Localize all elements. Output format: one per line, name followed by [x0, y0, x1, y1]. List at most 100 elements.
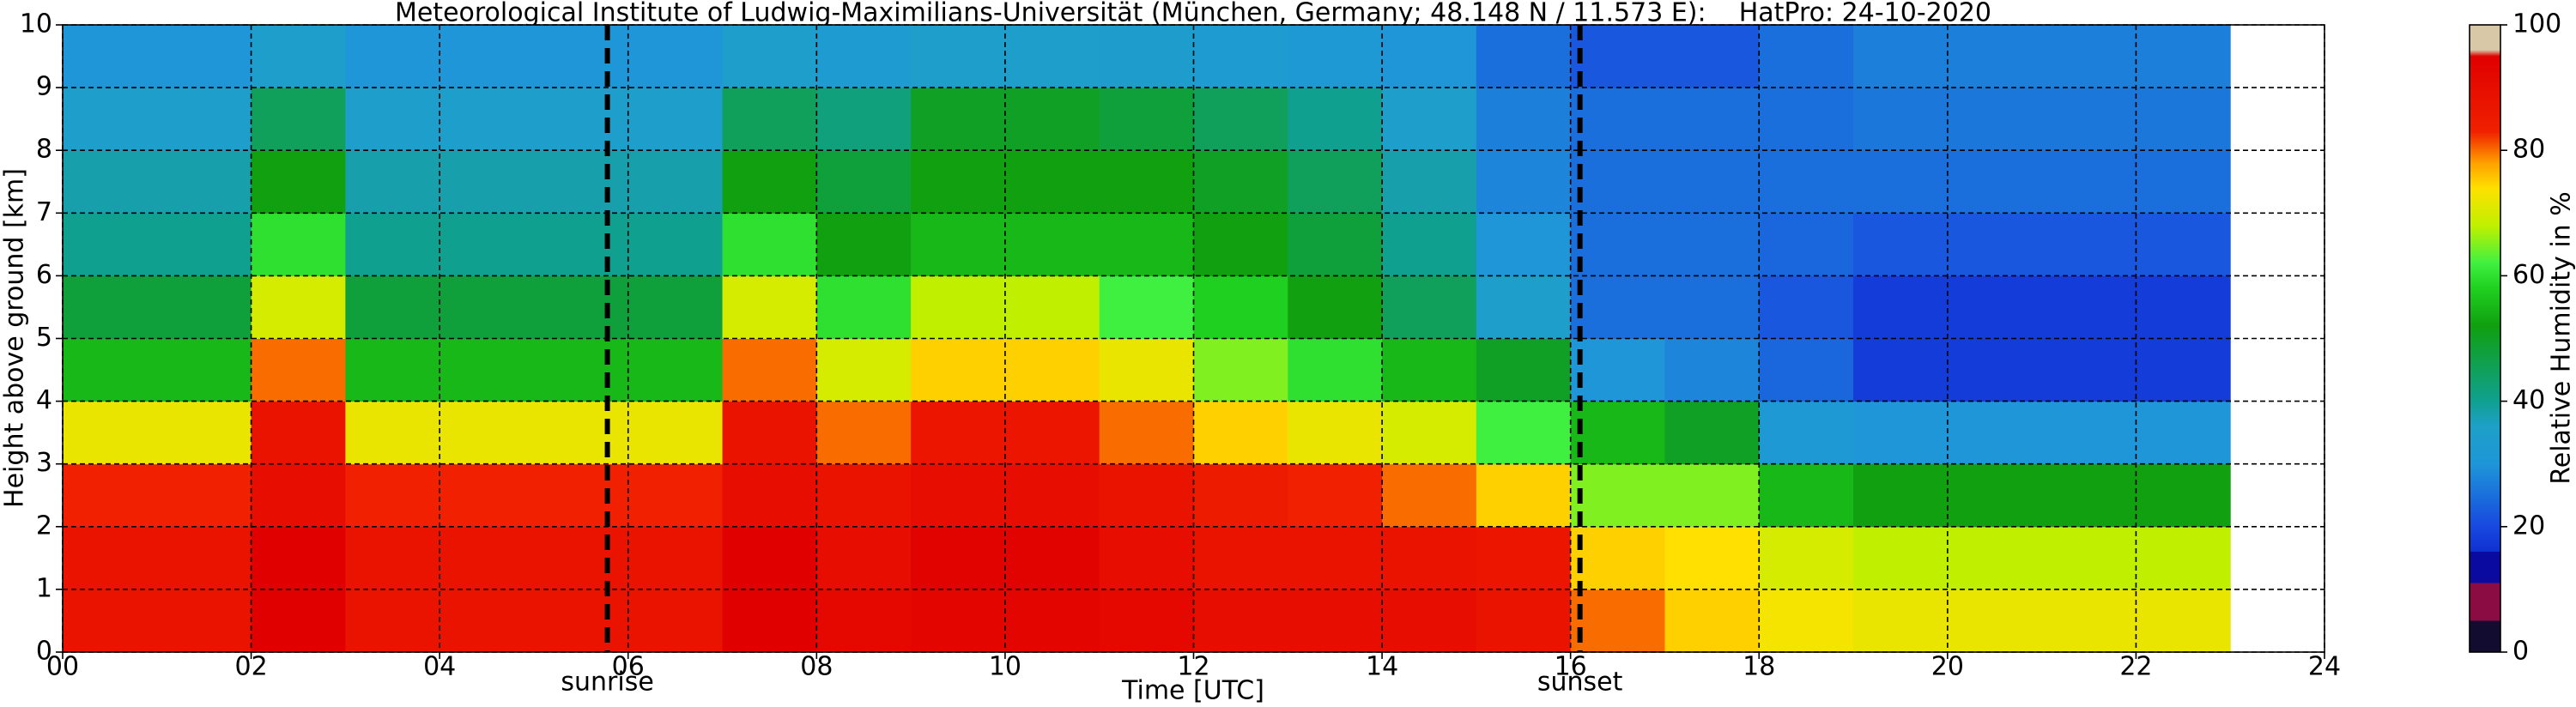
- heatmap-cell: [1476, 213, 1572, 276]
- heatmap-cell: [439, 526, 535, 590]
- colorbar-tick-label: 40: [2512, 385, 2545, 415]
- heatmap-cell: [345, 589, 440, 653]
- heatmap-cell: [2136, 213, 2231, 276]
- heatmap-cell: [251, 150, 346, 214]
- heatmap-cell: [1947, 589, 2043, 653]
- heatmap-cell: [722, 463, 817, 528]
- heatmap-cell: [1570, 25, 1665, 88]
- heatmap-cell: [1853, 526, 1949, 590]
- heatmap-cell: [251, 401, 346, 465]
- heatmap-cell: [911, 589, 1006, 653]
- heatmap-cell: [1570, 401, 1665, 465]
- heatmap-cell: [1288, 88, 1383, 151]
- heatmap-cell: [722, 88, 817, 151]
- y-tick-label: 8: [36, 135, 52, 165]
- heatmap-cell: [1288, 213, 1383, 276]
- heatmap-cell: [1288, 401, 1383, 465]
- heatmap-cell: [816, 150, 912, 214]
- heatmap-cell: [1759, 88, 1854, 151]
- heatmap-cell: [1382, 463, 1477, 528]
- y-tick-label: 0: [36, 637, 52, 667]
- heatmap-cell: [63, 463, 158, 528]
- heatmap-cell: [1570, 275, 1665, 339]
- heatmap-cell: [1759, 401, 1854, 465]
- x-tick-label: 04: [423, 652, 456, 682]
- heatmap-cell: [722, 401, 817, 465]
- x-tick-label: 06: [612, 652, 645, 682]
- heatmap-cell: [1664, 88, 1760, 151]
- y-tick-label: 7: [36, 197, 52, 227]
- heatmap-cell: [911, 150, 1006, 214]
- colorbar-tick-label: 60: [2512, 260, 2545, 290]
- heatmap-cell: [1853, 213, 1949, 276]
- heatmap-cell: [1288, 463, 1383, 528]
- x-tick-label: 22: [2119, 652, 2152, 682]
- heatmap-cell: [1193, 88, 1288, 151]
- heatmap-cell: [627, 275, 724, 339]
- heatmap-cell: [816, 338, 912, 402]
- heatmap-cell: [1193, 401, 1288, 465]
- heatmap-cell: [1099, 589, 1194, 653]
- heatmap-cell: [251, 338, 346, 402]
- heatmap-cell: [1570, 150, 1665, 214]
- heatmap-cell: [1004, 589, 1100, 653]
- heatmap-cell: [1004, 88, 1100, 151]
- heatmap-cell: [156, 25, 252, 88]
- heatmap-cell: [1759, 526, 1854, 590]
- heatmap-cell: [1853, 589, 1949, 653]
- heatmap-cell: [2136, 463, 2231, 528]
- heatmap-cell: [2136, 401, 2231, 465]
- heatmap-cell: [439, 150, 535, 214]
- x-tick-label: 14: [1366, 652, 1398, 682]
- heatmap-cell: [1759, 25, 1854, 88]
- heatmap-cell: [627, 463, 724, 528]
- heatmap-cell: [63, 88, 158, 151]
- heatmap-cell: [1382, 338, 1477, 402]
- heatmap-cell: [2041, 88, 2137, 151]
- heatmap-cell: [1288, 526, 1383, 590]
- heatmap-cell: [1004, 526, 1100, 590]
- heatmap-cell: [533, 463, 629, 528]
- heatmap-cell: [1288, 589, 1383, 653]
- heatmap-cell: [722, 589, 817, 653]
- heatmap-cell: [251, 25, 346, 88]
- heatmap-cell: [345, 338, 440, 402]
- heatmap-cell: [2136, 25, 2231, 88]
- heatmap-cell: [1570, 338, 1665, 402]
- heatmap-cell: [63, 25, 158, 88]
- heatmap-cell: [1099, 463, 1194, 528]
- y-tick-label: 10: [20, 9, 52, 39]
- heatmap-cell: [2136, 275, 2231, 339]
- heatmap-cell: [1759, 463, 1854, 528]
- heatmap-cell: [1099, 88, 1194, 151]
- heatmap-cell: [439, 401, 535, 465]
- heatmap-cell: [1947, 150, 2043, 214]
- heatmap-cell: [345, 150, 440, 214]
- heatmap-cell: [1382, 88, 1477, 151]
- heatmap-cell: [1099, 401, 1194, 465]
- heatmap-cell: [345, 463, 440, 528]
- heatmap-cell: [816, 526, 912, 590]
- heatmap-cell: [911, 25, 1006, 88]
- heatmap-cell: [1193, 526, 1288, 590]
- heatmap-cell: [2041, 338, 2137, 402]
- heatmap-cell: [63, 338, 158, 402]
- heatmap-cell: [1570, 213, 1665, 276]
- colorbar-tick-label: 80: [2512, 135, 2545, 165]
- heatmap-cell: [816, 88, 912, 151]
- heatmap-cell: [1004, 150, 1100, 214]
- heatmap-cell: [533, 88, 629, 151]
- heatmap-cell: [1476, 589, 1572, 653]
- heatmap-cell: [1947, 275, 2043, 339]
- x-tick-label: 20: [1931, 652, 1964, 682]
- heatmap-cell: [1476, 25, 1572, 88]
- heatmap-cell: [63, 213, 158, 276]
- heatmap-cell: [816, 25, 912, 88]
- heatmap-cell: [2136, 526, 2231, 590]
- heatmap-cell: [439, 213, 535, 276]
- heatmap-cell: [1664, 401, 1760, 465]
- heatmap-cell: [1664, 463, 1760, 528]
- y-tick-label: 2: [36, 511, 52, 541]
- heatmap-cell: [1947, 88, 2043, 151]
- heatmap-cell: [1476, 88, 1572, 151]
